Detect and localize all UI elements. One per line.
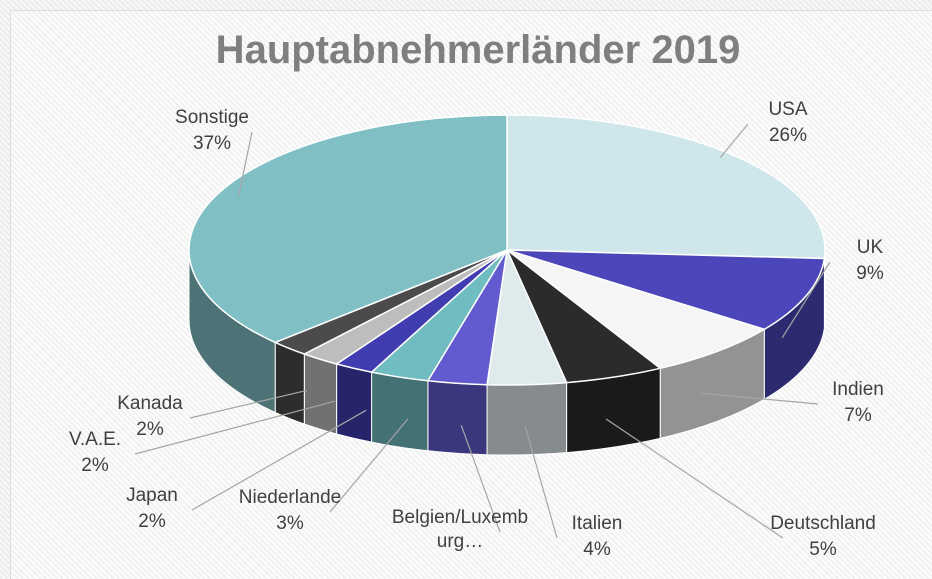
- leader-line: [781, 261, 831, 339]
- data-label-name: Niederlande: [238, 487, 342, 508]
- leader-line: [524, 426, 558, 539]
- slice-side: [371, 371, 429, 452]
- data-label-name: Japan: [126, 485, 178, 506]
- leader-line: [189, 389, 307, 419]
- data-label-value: 2%: [138, 511, 166, 532]
- data-label-name: Belgien/Luxemb urg…: [391, 507, 529, 552]
- data-label-value: 2%: [136, 419, 164, 440]
- data-label-name: Sonstige: [175, 107, 249, 128]
- data-label-name: UK: [856, 237, 884, 258]
- leader-line: [719, 123, 749, 158]
- slice: [506, 114, 826, 260]
- leader-line: [134, 400, 336, 455]
- data-label-value: 7%: [844, 405, 872, 426]
- data-label-name: Italien: [571, 513, 623, 534]
- leader-line: [237, 131, 253, 197]
- slice-side: [427, 380, 488, 456]
- data-label-value: 2%: [81, 455, 109, 476]
- leader-line: [460, 425, 501, 533]
- data-label-name: Kanada: [117, 393, 183, 414]
- data-label-value: 4%: [583, 539, 611, 560]
- data-label-name: USA: [768, 99, 808, 120]
- slice: [188, 114, 508, 344]
- leader-line: [605, 418, 784, 539]
- data-label-name: V.A.E.: [68, 429, 122, 450]
- slice: [506, 249, 826, 331]
- data-label-name: Indien: [832, 379, 884, 400]
- data-label-value: 26%: [768, 125, 808, 146]
- leader-line: [191, 409, 367, 511]
- slice: [506, 249, 767, 370]
- slice-side: [274, 341, 305, 425]
- data-label-value: 3%: [276, 513, 304, 534]
- chart-title: Hauptabnehmerländer 2019: [215, 28, 741, 72]
- data-label-value: 37%: [192, 133, 232, 154]
- slice-side: [303, 353, 338, 435]
- slice-side: [336, 363, 373, 443]
- data-label-name: Deutschland: [770, 513, 876, 534]
- leader-line: [329, 418, 409, 513]
- data-label-value: 9%: [856, 263, 884, 284]
- data-label-value: 5%: [809, 539, 837, 560]
- leader-line: [700, 392, 819, 405]
- slice-side: [486, 382, 568, 456]
